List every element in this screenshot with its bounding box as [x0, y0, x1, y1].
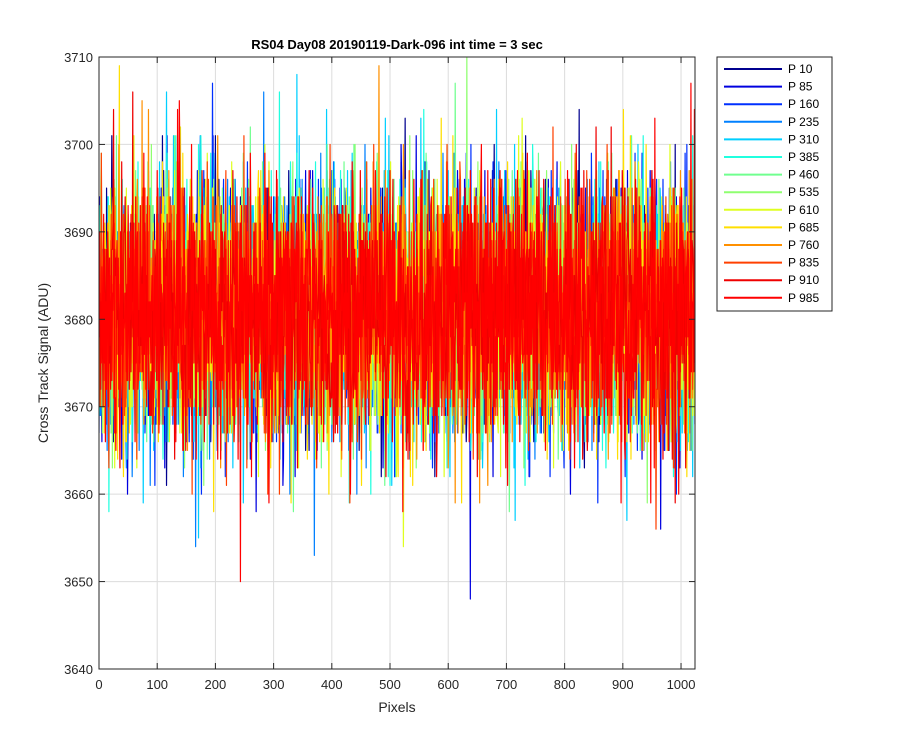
legend-label: P 85	[788, 80, 813, 94]
series-line	[99, 82, 695, 583]
chart-title: RS04 Day08 20190119-Dark-096 int time = …	[251, 37, 543, 52]
y-tick-label: 3660	[64, 487, 93, 502]
x-tick-label: 100	[146, 677, 168, 692]
y-axis-label: Cross Track Signal (ADU)	[35, 283, 51, 443]
legend-box	[716, 56, 833, 312]
x-tick-label: 200	[205, 677, 227, 692]
x-tick-label: 400	[321, 677, 343, 692]
legend-label: P 835	[788, 256, 819, 270]
y-tick-label: 3700	[64, 137, 93, 152]
x-tick-label: 600	[437, 677, 459, 692]
legend-label: P 610	[788, 203, 819, 217]
y-tick-label: 3670	[64, 400, 93, 415]
x-tick-label: 700	[496, 677, 518, 692]
legend-label: P 160	[788, 97, 819, 111]
legend-label: P 985	[788, 291, 819, 305]
y-tick-label: 3650	[64, 575, 93, 590]
series-line	[99, 117, 695, 548]
legend-label: P 10	[788, 62, 813, 76]
y-tick-label: 3680	[64, 312, 93, 327]
axis-ticks: 0 100 200 300 400 500 600 700 800 900 1000 3640 3650…	[64, 50, 695, 692]
x-tick-label: 500	[379, 677, 401, 692]
x-tick-label: 300	[263, 677, 285, 692]
legend-label: P 460	[788, 168, 819, 182]
legend-label: P 385	[788, 150, 819, 164]
x-tick-label: 900	[612, 677, 634, 692]
legend-label: P 535	[788, 185, 819, 199]
series-line	[99, 91, 695, 504]
legend-label: P 310	[788, 132, 819, 146]
legend: P 10 P 85 P 160 P 235 P 310 P 385 P 460 P 535 P …	[716, 56, 833, 312]
legend-label: P 235	[788, 115, 819, 129]
series-lines	[99, 57, 695, 600]
y-tick-label: 3710	[64, 50, 93, 65]
y-tick-label: 3690	[64, 225, 93, 240]
x-tick-label: 800	[554, 677, 576, 692]
legend-label: P 910	[788, 273, 819, 287]
x-axis-label: Pixels	[378, 699, 415, 715]
x-tick-label: 1000	[667, 677, 696, 692]
plot-frame	[98, 56, 696, 670]
y-tick-label: 3640	[64, 662, 93, 677]
legend-label: P 760	[788, 238, 819, 252]
legend-label: P 685	[788, 220, 819, 234]
x-tick-label: 0	[95, 677, 102, 692]
